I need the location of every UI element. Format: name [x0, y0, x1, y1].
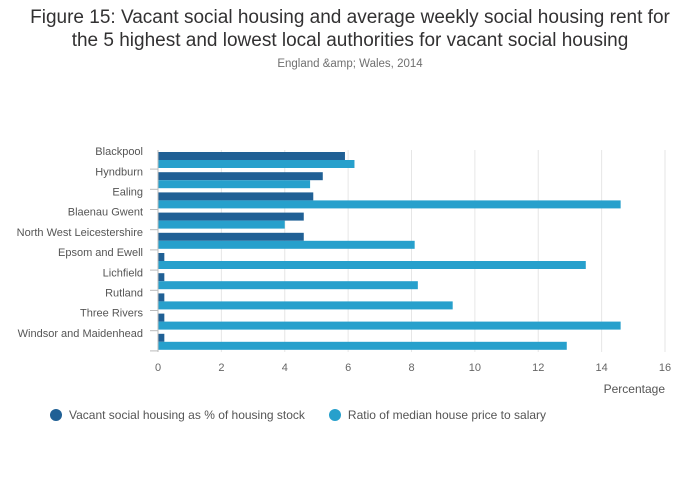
x-tick-label: 2: [218, 362, 224, 374]
x-tick-label: 6: [345, 362, 351, 374]
chart-title-line-2: the 5 highest and lowest local authoriti…: [71, 30, 629, 51]
legend-label-vacant: Vacant social housing as % of housing st…: [69, 408, 305, 422]
y-category-label: Three Rivers: [80, 308, 143, 320]
bar-vacant: [158, 333, 165, 342]
bar-ratio: [158, 180, 311, 189]
chart-subtitle: England &amp; Wales, 2014: [277, 58, 423, 70]
bar-vacant: [158, 273, 165, 282]
bar-vacant: [158, 212, 304, 221]
bar-ratio: [158, 240, 415, 249]
y-category-label: Lichfield: [103, 267, 143, 279]
bar-ratio: [158, 200, 621, 209]
bar-ratio: [158, 301, 453, 310]
bar-vacant: [158, 232, 304, 241]
legend-swatch-vacant: [50, 409, 62, 421]
x-tick-label: 0: [155, 362, 161, 374]
x-tick-label: 14: [596, 362, 608, 374]
legend-item-ratio[interactable]: Ratio of median house price to salary: [328, 408, 547, 422]
x-tick-label: 16: [659, 362, 671, 374]
legend-label-ratio: Ratio of median house price to salary: [347, 408, 547, 422]
chart-title-line-1: Figure 15: Vacant social housing and ave…: [30, 7, 670, 28]
y-category-label: Hyndburn: [95, 166, 143, 178]
bar-ratio: [158, 220, 285, 229]
bar-ratio: [158, 281, 418, 290]
y-category-label: Blackpool: [95, 146, 143, 158]
x-tick-label: 8: [408, 362, 414, 374]
y-category-label: Rutland: [105, 288, 143, 300]
y-category-label: Blaenau Gwent: [68, 207, 143, 219]
bar-ratio: [158, 261, 586, 269]
bar-vacant: [158, 313, 165, 322]
bar-vacant: [158, 192, 314, 201]
bar-vacant: [158, 253, 165, 261]
y-category-label: Ealing: [112, 187, 143, 199]
x-tick-label: 10: [469, 362, 481, 374]
y-category-label: North West Leicestershire: [17, 227, 143, 239]
y-category-label: Epsom and Ewell: [58, 247, 143, 259]
bar-ratio: [158, 341, 567, 350]
y-category-label: Windsor and Maidenhead: [18, 328, 143, 340]
legend-swatch-ratio: [328, 409, 341, 421]
legend-item-vacant[interactable]: Vacant social housing as % of housing st…: [50, 408, 305, 422]
bar-vacant: [158, 152, 345, 160]
legend: Vacant social housing as % of housing st…: [50, 408, 546, 422]
x-axis-title: Percentage: [604, 382, 666, 396]
chart-title: Figure 15: Vacant social housing and ave…: [0, 6, 700, 52]
bar-vacant: [158, 293, 165, 302]
bar-ratio: [158, 160, 355, 168]
x-tick-label: 4: [282, 362, 288, 374]
bar-vacant: [158, 172, 323, 181]
bar-ratio: [158, 321, 621, 330]
x-tick-label: 12: [532, 362, 544, 374]
